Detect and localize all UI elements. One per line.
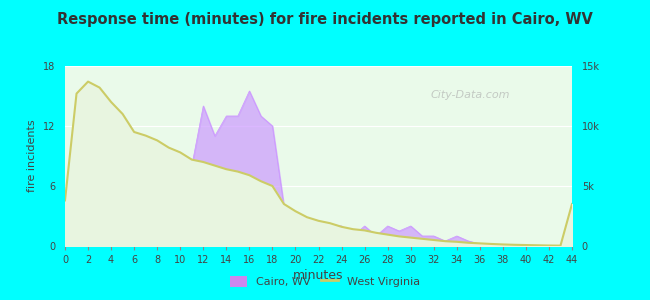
Text: City-Data.com: City-Data.com: [430, 90, 510, 100]
Y-axis label: fire incidents: fire incidents: [27, 120, 37, 192]
X-axis label: minutes: minutes: [293, 269, 344, 282]
Legend: Cairo, WV, West Virginia: Cairo, WV, West Virginia: [226, 271, 424, 291]
Text: Response time (minutes) for fire incidents reported in Cairo, WV: Response time (minutes) for fire inciden…: [57, 12, 593, 27]
